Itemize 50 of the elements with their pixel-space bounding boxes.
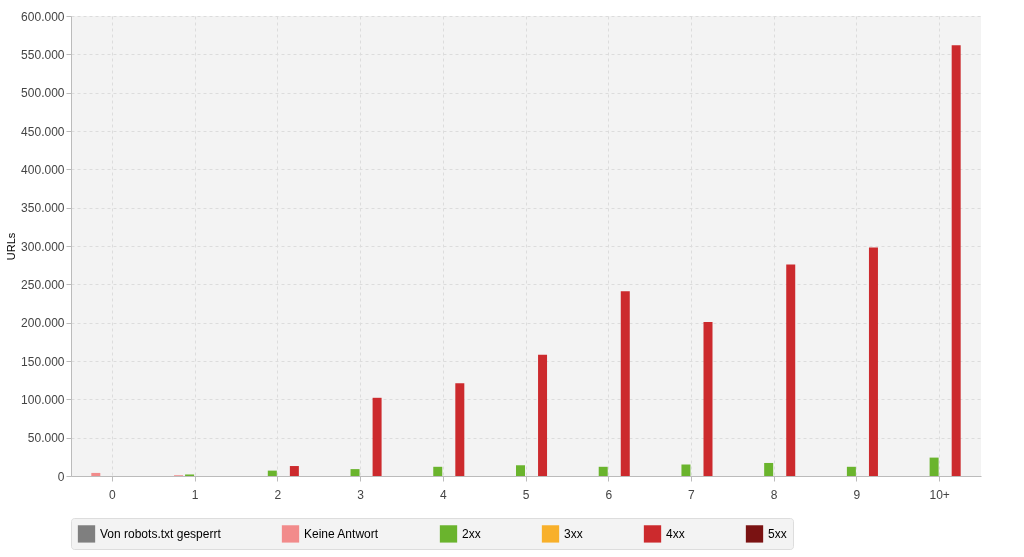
y-tick-label: 550.000: [21, 47, 65, 62]
x-tick-label: 1: [191, 487, 199, 502]
y-tick-label: 150.000: [21, 354, 65, 369]
legend-label: 4xx: [666, 526, 685, 541]
y-tick-label: 450.000: [21, 124, 65, 139]
legend-label: 3xx: [564, 526, 583, 541]
y-tick-label: 100.000: [21, 392, 65, 407]
y-tick-label: 600.000: [21, 9, 65, 24]
y-axis-title: URLs: [5, 232, 18, 261]
bar: [372, 397, 382, 476]
bar: [620, 291, 630, 476]
x-tick-label: 9: [853, 487, 861, 502]
y-tick-label: 200.000: [21, 316, 65, 331]
bar: [868, 247, 878, 476]
y-tick-label: 400.000: [21, 162, 65, 177]
y-tick-label: 50.000: [27, 431, 65, 446]
bar: [455, 383, 465, 476]
legend-label: 5xx: [768, 526, 787, 541]
legend-label: Von robots.txt gesperrt: [100, 526, 222, 541]
x-tick-label: 8: [770, 487, 778, 502]
y-tick-label: 350.000: [21, 201, 65, 216]
x-tick-label: 0: [109, 487, 117, 502]
x-tick-label: 7: [688, 487, 696, 502]
y-tick-label: 500.000: [21, 86, 65, 101]
x-tick-label: 4: [439, 487, 447, 502]
x-tick-label: 6: [605, 487, 613, 502]
bar: [929, 457, 939, 476]
bar: [267, 470, 277, 476]
y-tick-label: 0: [57, 469, 65, 484]
y-tick-label: 300.000: [21, 239, 65, 254]
bar: [951, 45, 961, 476]
legend-label: Keine Antwort: [304, 526, 379, 541]
bar: [786, 264, 796, 476]
x-tick-label: 2: [274, 487, 282, 502]
y-tick-label: 250.000: [21, 277, 65, 292]
x-tick-label: 3: [357, 487, 365, 502]
legend-label: 2xx: [462, 526, 481, 541]
bar: [350, 469, 360, 476]
bar: [515, 465, 525, 476]
bar: [289, 466, 299, 476]
x-tick-label: 10+: [929, 487, 950, 502]
bar: [703, 321, 713, 476]
bar: [764, 462, 774, 476]
bar: [598, 466, 608, 476]
x-tick-label: 5: [522, 487, 530, 502]
bar: [681, 464, 691, 476]
bar: [91, 472, 101, 476]
bar: [433, 466, 443, 476]
bar: [846, 466, 856, 476]
bar: [538, 354, 548, 476]
